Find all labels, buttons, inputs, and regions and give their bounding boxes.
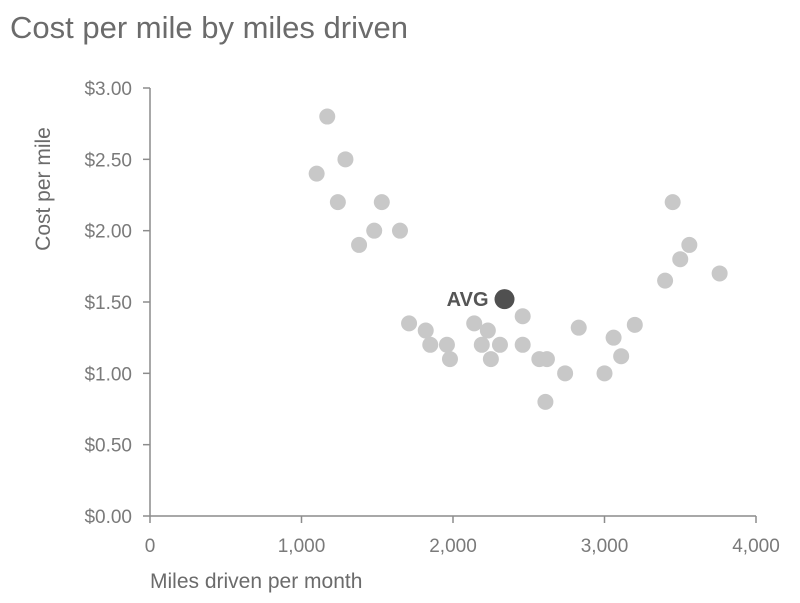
data-point	[537, 393, 554, 410]
data-point	[557, 365, 574, 382]
x-tick-label: 3,000	[581, 536, 629, 557]
data-point	[672, 251, 689, 268]
x-tick-label: 4,000	[732, 536, 780, 557]
y-tick-label: $1.00	[84, 364, 132, 385]
data-point	[473, 336, 490, 353]
data-point	[391, 222, 408, 239]
data-point	[514, 336, 531, 353]
axes: $0.00 $0.50 $1.00 $1.50 $2.00 $2.50 $3.00 0 1,00…	[84, 79, 779, 557]
data-point	[657, 272, 674, 289]
data-point	[711, 265, 728, 282]
data-point	[613, 348, 630, 365]
x-tick-label: 2,000	[429, 536, 477, 557]
data-points	[308, 108, 728, 410]
data-point	[596, 365, 613, 382]
data-point	[514, 308, 531, 325]
data-point	[329, 194, 346, 211]
data-point	[491, 336, 508, 353]
data-point	[482, 351, 499, 368]
y-tick-label: $1.50	[84, 293, 132, 314]
average-point	[494, 289, 515, 310]
data-point	[441, 351, 458, 368]
data-point	[366, 222, 383, 239]
data-point	[626, 316, 643, 333]
data-point	[438, 336, 455, 353]
y-tick-label: $0.00	[84, 507, 132, 528]
y-tick-label: $2.00	[84, 222, 132, 243]
average-label: AVG	[447, 289, 489, 311]
data-point	[422, 336, 439, 353]
data-point	[681, 236, 698, 253]
data-point	[401, 315, 418, 332]
data-point	[664, 194, 681, 211]
data-point	[538, 351, 555, 368]
data-point	[308, 165, 325, 182]
data-point	[466, 315, 483, 332]
x-tick-label: 0	[145, 536, 156, 557]
y-tick-label: $3.00	[84, 79, 132, 100]
data-point	[605, 329, 622, 346]
y-axis-title: Cost per mile	[32, 127, 55, 251]
data-point	[570, 319, 587, 336]
data-point	[319, 108, 336, 125]
x-axis-title: Miles driven per month	[150, 570, 362, 593]
data-point	[417, 322, 434, 339]
x-tick-label: 1,000	[278, 536, 326, 557]
data-point	[351, 236, 368, 253]
y-tick-label: $2.50	[84, 150, 132, 171]
data-point	[337, 151, 354, 168]
data-point	[479, 322, 496, 339]
chart-title: Cost per mile by miles driven	[10, 10, 408, 45]
data-point	[373, 194, 390, 211]
y-tick-label: $0.50	[84, 436, 132, 457]
average-highlight: AVG	[447, 289, 515, 311]
